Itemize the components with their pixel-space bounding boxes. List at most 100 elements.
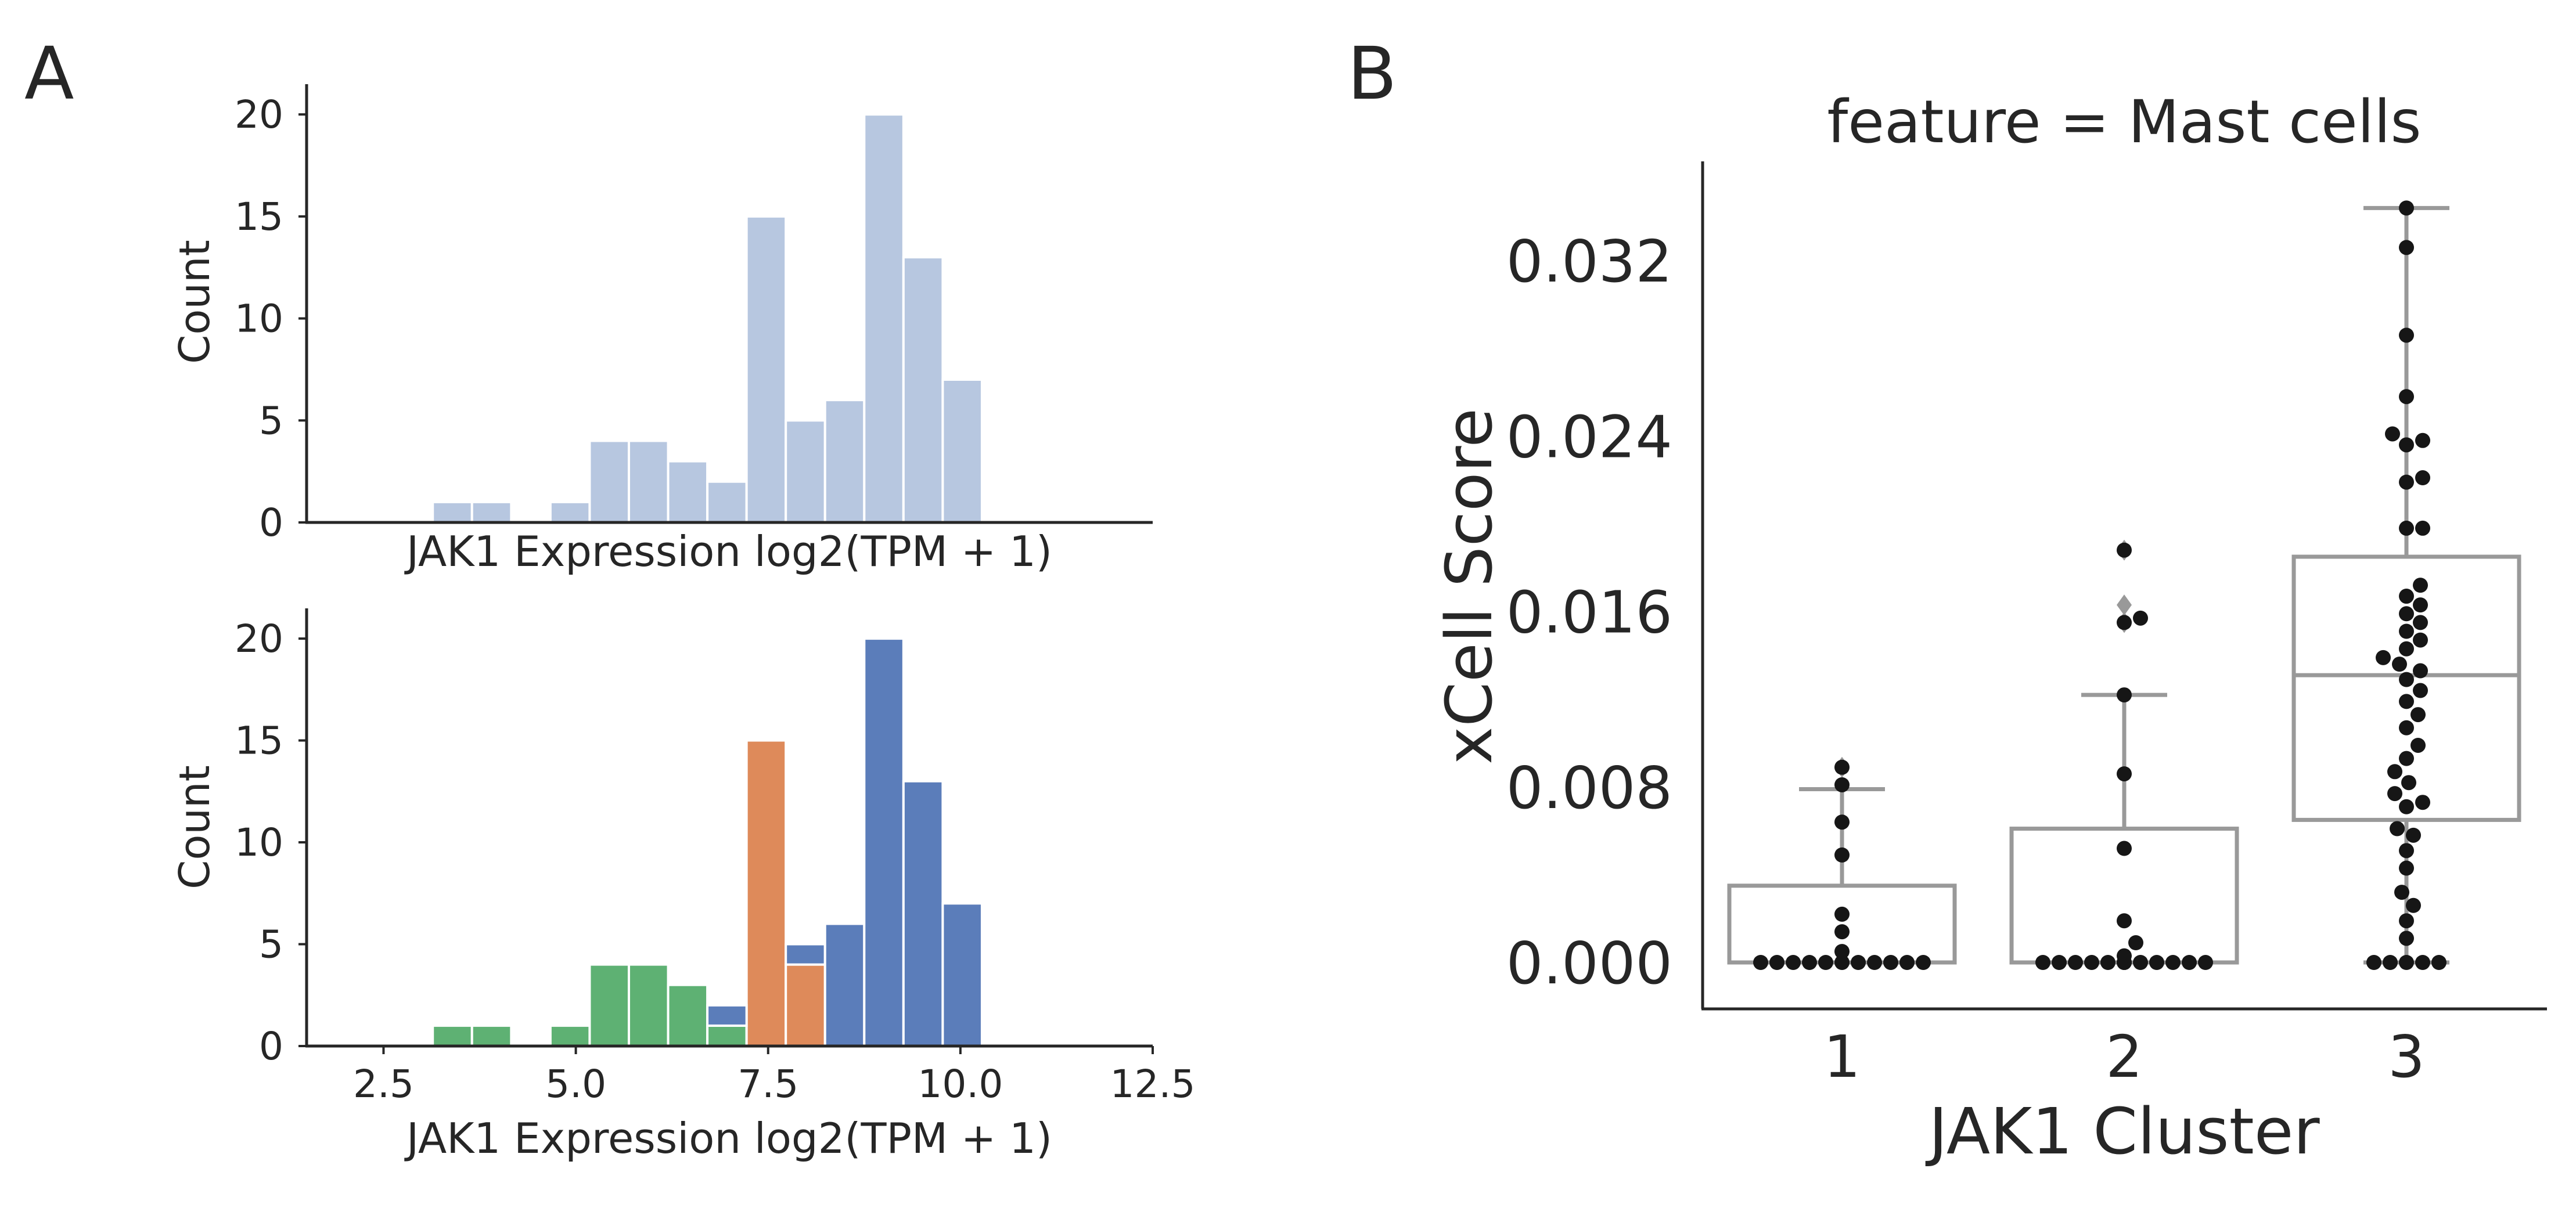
panel-label-a: A (24, 32, 74, 116)
data-point-cluster-2 (2117, 841, 2132, 856)
data-point-cluster-3 (2413, 683, 2428, 698)
data-point-cluster-1 (1786, 955, 1801, 970)
hist-bottom-panel: 0 5 10 15 20 2.5 5.0 7.5 10.0 12.5 JAK1 Expressi… (170, 608, 1195, 1163)
boxplot-y-axis-label: xCell Score (1432, 408, 1506, 765)
hist-bottom-bar-cluster-1 (549, 1024, 591, 1048)
box-flier (2117, 594, 2132, 616)
data-point-cluster-1 (1818, 955, 1833, 970)
data-point-cluster-1 (1753, 955, 1768, 970)
panel-label-b: B (1347, 32, 1397, 116)
hist-top-bar (431, 500, 473, 524)
hist-top-ytick-label: 10 (235, 297, 283, 341)
hist-bottom-xtick-label: 12.5 (1110, 1062, 1196, 1106)
hist-top-ytick-label: 5 (259, 398, 283, 443)
data-point-cluster-3 (2387, 786, 2402, 802)
boxplot-ytick-label: 0.032 (1506, 228, 1672, 295)
data-point-cluster-2 (2117, 687, 2132, 703)
data-point-cluster-3 (2399, 672, 2414, 687)
data-point-cluster-1 (1899, 955, 1915, 970)
data-point-cluster-2 (2035, 955, 2050, 970)
data-point-cluster-2 (2100, 955, 2116, 970)
data-point-cluster-2 (2068, 955, 2083, 970)
data-point-cluster-2 (2117, 615, 2132, 630)
hist-top-ytick-label: 0 (259, 500, 283, 545)
data-point-cluster-3 (2399, 751, 2414, 766)
data-point-cluster-3 (2366, 955, 2381, 970)
data-point-cluster-3 (2415, 432, 2430, 448)
hist-top-bar (588, 439, 630, 524)
data-point-cluster-3 (2399, 931, 2414, 946)
data-point-cluster-3 (2406, 897, 2421, 913)
hist-top-bar (745, 215, 787, 524)
data-point-cluster-3 (2399, 520, 2414, 536)
data-point-cluster-3 (2415, 470, 2430, 486)
data-point-cluster-1 (1769, 955, 1785, 970)
hist-bottom-bar-cluster-1 (431, 1024, 473, 1048)
hist-bottom-ytick-label: 10 (235, 820, 283, 865)
data-point-cluster-2 (2182, 955, 2197, 970)
hist-bottom-xtick-label: 10.0 (918, 1062, 1003, 1106)
data-point-cluster-3 (2399, 623, 2414, 639)
hist-bottom-bar-cluster-3 (785, 943, 826, 966)
hist-top-yticks: 0 5 10 15 20 (235, 92, 307, 545)
data-point-cluster-3 (2431, 955, 2447, 970)
boxplot-ytick-label: 0.008 (1506, 754, 1672, 822)
data-point-cluster-2 (2149, 955, 2164, 970)
data-point-cluster-3 (2415, 955, 2430, 970)
boxplot-title: feature = Mast cells (1827, 88, 2421, 157)
data-point-cluster-2 (2117, 913, 2132, 929)
boxplot-ytick-label: 0.000 (1506, 929, 1672, 997)
hist-top-ytick-label: 20 (235, 92, 283, 137)
data-point-cluster-3 (2399, 437, 2414, 453)
hist-bottom-x-axis-label: JAK1 Expression log2(TPM + 1) (404, 1114, 1052, 1163)
data-point-cluster-3 (2399, 694, 2414, 709)
data-point-cluster-3 (2410, 737, 2426, 753)
data-point-cluster-3 (2399, 327, 2414, 343)
data-point-cluster-1 (1834, 955, 1850, 970)
hist-top-bar (627, 439, 670, 524)
hist-bottom-ytick-label: 0 (259, 1024, 283, 1069)
hist-bottom-bar-cluster-3 (863, 637, 905, 1047)
data-point-cluster-1 (1834, 906, 1850, 922)
hist-bottom-bar-cluster-1 (706, 1024, 748, 1048)
hist-top-bar (667, 460, 709, 524)
data-point-cluster-3 (2385, 426, 2400, 442)
hist-bottom-bars (431, 637, 983, 1048)
data-point-cluster-3 (2399, 200, 2414, 216)
boxplot-xtick-label: 3 (2388, 1023, 2425, 1091)
box-group-cluster-2 (2009, 539, 2239, 965)
hist-top-x-axis-label: JAK1 Expression log2(TPM + 1) (404, 527, 1052, 576)
data-point-cluster-3 (2392, 657, 2407, 672)
hist-top-bar (549, 500, 591, 524)
data-point-cluster-1 (1834, 777, 1850, 792)
data-point-cluster-3 (2376, 650, 2391, 665)
hist-bottom-ytick-label: 20 (235, 616, 283, 661)
data-point-cluster-3 (2399, 913, 2414, 929)
data-point-cluster-1 (1867, 955, 1882, 970)
data-point-cluster-3 (2399, 240, 2414, 255)
hist-top-bar (902, 256, 944, 524)
data-point-cluster-3 (2413, 663, 2428, 679)
data-point-cluster-1 (1834, 814, 1850, 830)
data-point-cluster-2 (2084, 955, 2099, 970)
data-point-cluster-2 (2117, 948, 2132, 964)
hist-top-bar (785, 419, 826, 524)
hist-bottom-bar-cluster-3 (902, 780, 944, 1048)
swarm-points (1753, 200, 2447, 970)
boxplot-xtick-label: 1 (1823, 1023, 1861, 1091)
boxplot-yticks: 0.000 0.008 0.016 0.024 0.032 (1506, 228, 1672, 997)
hist-bottom-bar-cluster-3 (706, 1004, 748, 1027)
hist-bottom-y-axis-label: Count (170, 765, 219, 889)
data-point-cluster-3 (2387, 764, 2402, 780)
hist-bottom-xtick-label: 5.0 (545, 1062, 606, 1106)
hist-top-bar (470, 500, 513, 524)
hist-top-bar (823, 399, 866, 524)
boxplot-xticks: 1 2 3 (1823, 1023, 2425, 1091)
hist-top-ytick-label: 15 (235, 194, 283, 239)
hist-top-bars (431, 113, 983, 524)
data-point-cluster-3 (2399, 589, 2414, 604)
data-point-cluster-3 (2399, 641, 2414, 657)
data-point-cluster-2 (2133, 955, 2148, 970)
data-point-cluster-3 (2415, 795, 2430, 810)
